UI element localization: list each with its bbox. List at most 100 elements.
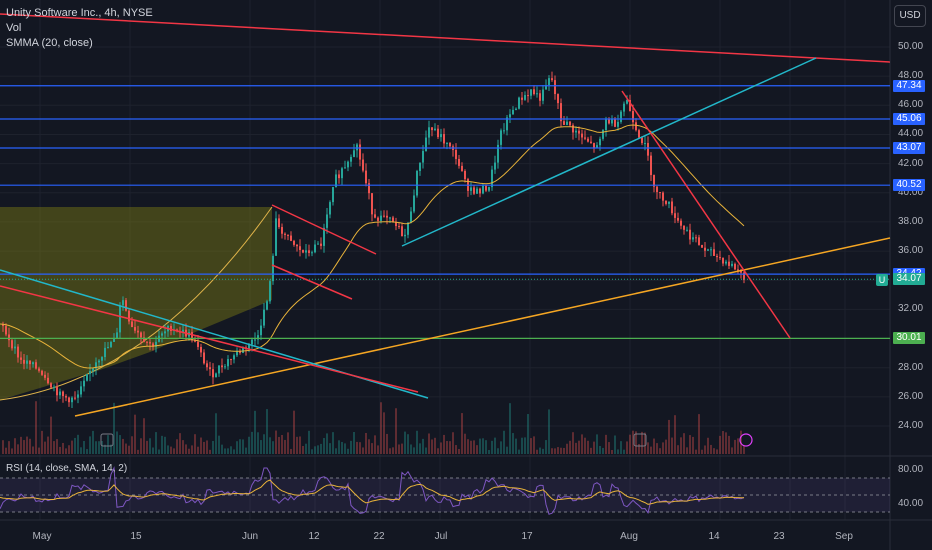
candle-body [266,301,268,310]
candle-body [119,305,121,333]
candle-body [191,332,193,341]
candle-body [140,332,142,338]
volume-bar [203,441,205,454]
candle-body [302,249,304,253]
volume-bar [539,447,541,454]
candle-body [545,85,547,90]
candle-body [434,128,436,131]
candle-body [5,326,7,335]
candle-body [431,127,433,131]
volume-bar [206,440,208,454]
candle-body [653,175,655,187]
currency-button[interactable]: USD [894,5,926,27]
volume-bar [194,434,196,454]
channel-bottom [271,264,353,300]
candle-body [197,341,199,347]
volume-bar [587,440,589,454]
candle-body [32,362,34,365]
volume-bar [452,432,454,454]
trend-line-red-lower [0,285,419,393]
date-tick: 15 [130,531,142,542]
volume-bar [218,435,220,454]
candle-body [278,218,280,228]
volume-bar [530,438,532,454]
volume-bar [626,441,628,454]
candle-body [476,188,478,194]
volume-bar [542,448,544,454]
candle-body [707,249,709,251]
volume-bar [512,433,514,454]
volume-bar [398,444,400,454]
volume-bar [410,444,412,454]
candle-body [326,214,328,228]
volume-bar [317,445,319,454]
candle-body [656,186,658,193]
volume-bar [53,441,55,454]
candle-body [95,362,97,369]
trend-line-red-top [0,13,891,63]
candle-body [482,185,484,194]
earnings-icon [100,433,114,447]
volume-bar [665,439,667,454]
volume-bar [497,448,499,454]
volume-bar [362,447,364,454]
candle-body [110,341,112,347]
volume-bar [659,448,661,454]
volume-bar [446,441,448,454]
volume-bar [389,448,391,454]
candle-body [104,347,106,358]
volume-bar [350,440,352,454]
volume-bar [164,436,166,454]
earnings-icon [633,433,647,447]
candle-body [143,337,145,342]
candle-body [401,226,403,237]
volume-bar [569,440,571,454]
volume-bar [602,447,604,454]
candle-body [83,380,85,387]
rsi-tick: 80.00 [898,464,924,475]
candle-body [86,373,88,381]
smma-line [0,124,745,369]
volume-bar [578,440,580,454]
volume-bar [440,442,442,454]
volume-bar [104,444,106,454]
candle-body [308,250,310,253]
candle-body [518,97,520,109]
volume-bar [131,436,133,454]
volume-bar [44,441,46,454]
candle-body [146,341,148,343]
volume-bar [56,439,58,454]
candle-body [389,217,391,219]
candle-body [275,218,277,256]
candle-body [503,130,505,132]
candle-body [458,158,460,166]
candle-body [263,309,265,326]
volume-bar [482,438,484,454]
candle-body [251,339,253,345]
candle-body [530,89,532,96]
price-tick: 40.00 [898,186,924,198]
candle-body [719,257,721,259]
candle-body [584,137,586,139]
volume-bar [209,449,211,454]
volume-bar [572,432,574,454]
volume-bar [113,402,115,454]
candle-body [398,226,400,228]
candle-body [455,149,457,159]
volume-bar [521,437,523,454]
volume-bar [41,430,43,454]
volume-bar [242,439,244,454]
candle-body [296,244,298,247]
candle-body [47,377,49,384]
volume-bar [230,446,232,454]
volume-bar [89,436,91,454]
volume-bar [290,448,292,454]
volume-bar [17,444,19,454]
volume-bar [161,435,163,454]
candle-body [509,114,511,118]
volume-bar [251,431,253,454]
volume-bar [479,438,481,454]
volume-bar [416,430,418,454]
candle-body [623,103,625,112]
